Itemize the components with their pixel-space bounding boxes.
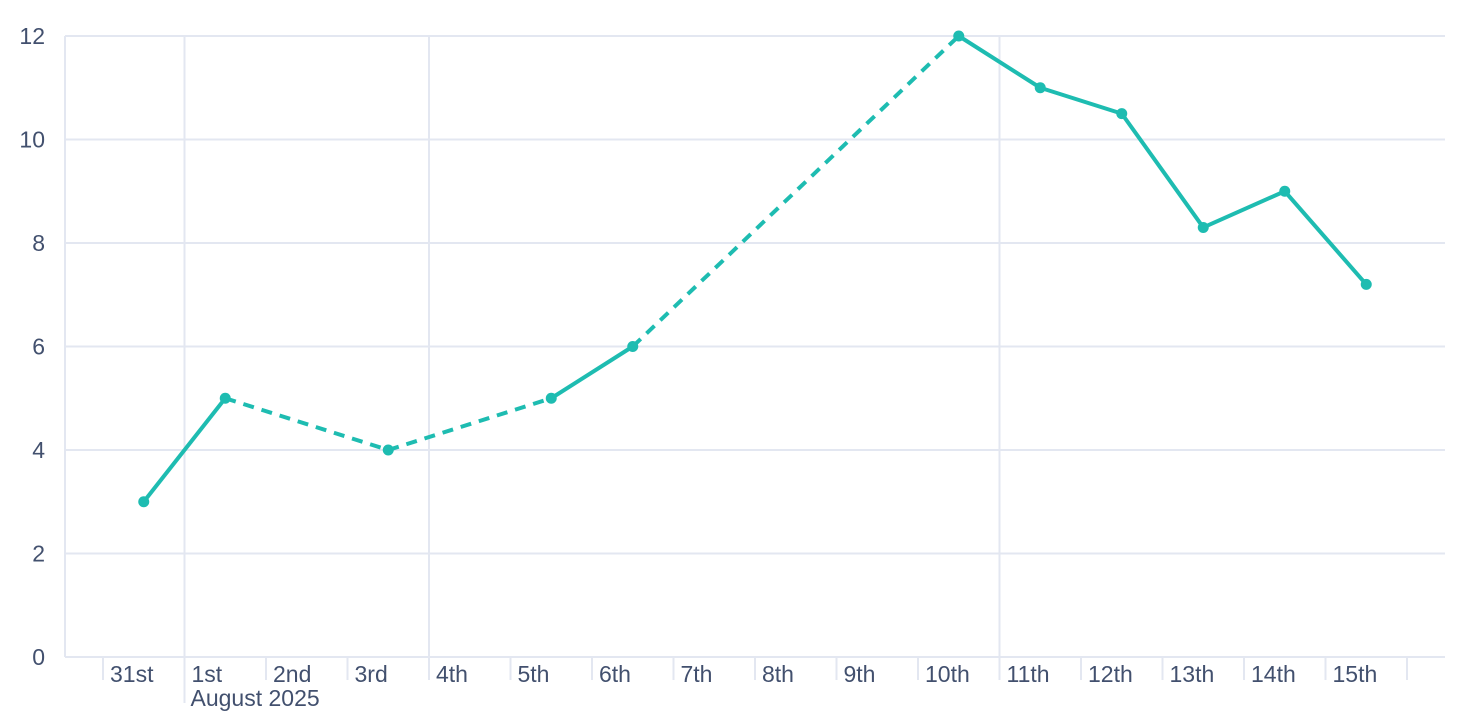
x-tick-label: 15th [1333,661,1378,687]
data-point-13th[interactable] [1197,221,1209,233]
x-tick-label: 4th [436,661,468,687]
x-tick-label: 1st [192,661,223,687]
x-tick-label: 6th [599,661,631,687]
data-point-1st[interactable] [219,392,231,404]
data-point-10th[interactable] [953,30,965,42]
x-axis-month-label: August 2025 [191,685,320,711]
x-tick-label: 2nd [273,661,311,687]
data-point-6th[interactable] [627,341,639,352]
y-tick-label: 0 [32,644,45,670]
line-segment-solid [1038,85,1124,116]
y-tick-label: 2 [32,541,45,567]
x-tick-label: 11th [1007,661,1050,687]
line-segment-solid [141,396,228,504]
data-point-14th[interactable] [1279,185,1291,197]
x-tick-label: 3rd [355,661,388,687]
x-tick-label: 12th [1088,661,1133,687]
line-segment-solid [549,344,635,401]
x-tick-label: 10th [925,661,970,687]
data-point-11th[interactable] [1034,82,1046,94]
y-tick-label: 4 [32,437,45,463]
y-tick-label: 6 [32,334,45,360]
x-tick-label: 14th [1251,661,1296,687]
data-point-5th[interactable] [545,392,557,404]
x-tick-label: 9th [844,661,876,687]
line-segment-dashed [631,34,961,348]
x-tick-label: 7th [681,661,713,687]
data-point-15th[interactable] [1360,278,1372,290]
y-tick-label: 10 [19,127,45,153]
y-tick-label: 8 [32,230,45,256]
x-tick-label: 8th [762,661,794,687]
line-segment-solid [1119,111,1206,230]
x-tick-label: 31st [110,661,154,687]
line-segment-solid [956,34,1043,90]
data-point-3rd[interactable] [382,444,394,456]
line-segment-dashed [224,396,389,452]
line-segment-solid [1282,189,1369,287]
data-point-12th[interactable] [1116,108,1128,120]
x-tick-label: 5th [518,661,550,687]
data-point-31st[interactable] [138,496,150,508]
line-segment-dashed [387,396,552,452]
y-tick-label: 12 [19,23,45,49]
line-segment-solid [1201,189,1287,230]
x-tick-label: 13th [1170,661,1215,687]
